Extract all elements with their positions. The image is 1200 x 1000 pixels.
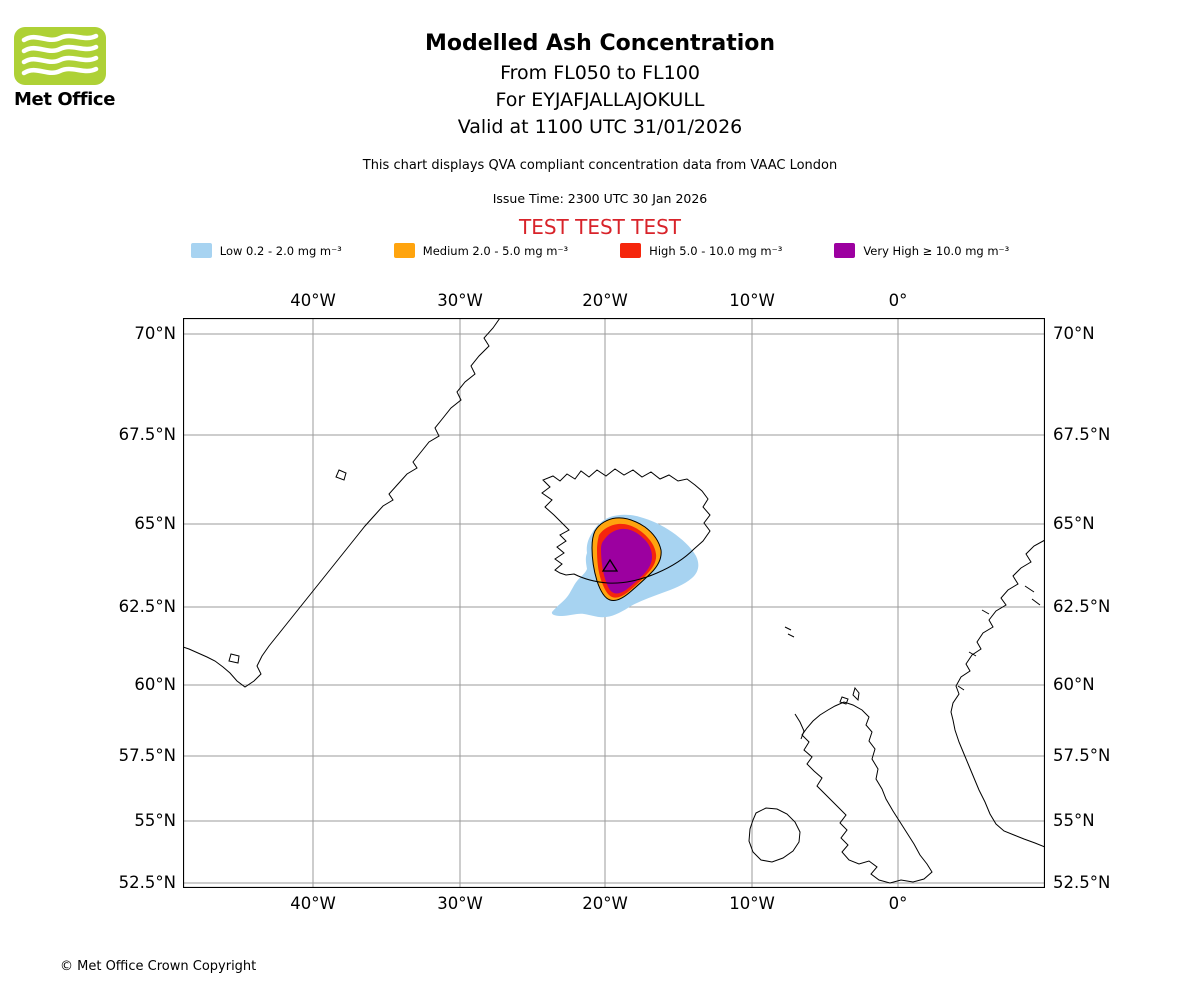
legend-item-high: High 5.0 - 10.0 mg m⁻³ (620, 243, 782, 258)
logo-brand-text: Met Office (14, 89, 116, 110)
ash-contour-veryhigh (601, 528, 652, 594)
met-office-logo (14, 27, 106, 85)
lat-label-left-57-5n: 57.5°N (118, 746, 176, 765)
lon-label-top-40w: 40°W (290, 291, 336, 310)
subtitle-valid-time: Valid at 1100 UTC 31/01/2026 (457, 116, 743, 138)
legend-label-low: Low 0.2 - 2.0 mg m⁻³ (219, 243, 342, 258)
qva-note: This chart displays QVA compliant concen… (362, 158, 838, 173)
lon-label-bottom-10w: 10°W (729, 894, 775, 913)
subtitle-volcano: For EYJAFJALLAJOKULL (495, 89, 705, 111)
coast-faroes (784, 626, 795, 638)
lon-label-bottom-0: 0° (888, 894, 908, 913)
legend-swatch-low (190, 243, 212, 258)
volcano-marker-icon (601, 558, 619, 572)
lon-label-bottom-30w: 30°W (437, 894, 483, 913)
coast-shetland (852, 686, 860, 702)
coast-norway (950, 539, 1046, 848)
lat-label-left-65n: 65°N (134, 514, 176, 533)
legend-item-veryhigh: Very High ≥ 10.0 mg m⁻³ (834, 243, 1009, 258)
lon-label-top-20w: 20°W (582, 291, 628, 310)
legend-label-high: High 5.0 - 10.0 mg m⁻³ (649, 243, 783, 258)
lat-label-right-70n: 70°N (1053, 324, 1095, 343)
lat-label-left-55n: 55°N (134, 811, 176, 830)
lon-label-top-30w: 30°W (437, 291, 483, 310)
lat-label-left-67-5n: 67.5°N (118, 425, 176, 444)
lat-label-right-60n: 60°N (1053, 675, 1095, 694)
map-area (182, 317, 1046, 889)
lat-label-right-62-5n: 62.5°N (1053, 597, 1111, 616)
lat-label-right-55n: 55°N (1053, 811, 1095, 830)
legend-swatch-veryhigh (834, 243, 856, 258)
coast-hebrides (794, 713, 805, 740)
coast-great-britain (801, 701, 933, 884)
legend: Low 0.2 - 2.0 mg m⁻³ Medium 2.0 - 5.0 mg… (0, 243, 1200, 258)
coast-orkney (839, 696, 849, 705)
lon-label-bottom-40w: 40°W (290, 894, 336, 913)
legend-swatch-medium (393, 243, 415, 258)
lat-label-left-62-5n: 62.5°N (118, 597, 176, 616)
legend-swatch-high (620, 243, 642, 258)
legend-item-low: Low 0.2 - 2.0 mg m⁻³ (190, 243, 342, 258)
coast-greenland (182, 317, 501, 688)
legend-item-medium: Medium 2.0 - 5.0 mg m⁻³ (393, 243, 569, 258)
logo-waves-icon (21, 33, 99, 76)
map-gridlines (183, 318, 1045, 888)
copyright-notice: © Met Office Crown Copyright (60, 959, 257, 974)
lat-label-left-70n: 70°N (134, 324, 176, 343)
lon-label-top-0: 0° (888, 291, 908, 310)
coastlines (182, 317, 1046, 884)
coast-greenland-island-2 (228, 653, 240, 664)
legend-label-medium: Medium 2.0 - 5.0 mg m⁻³ (422, 243, 569, 258)
test-banner: TEST TEST TEST (518, 215, 681, 239)
lon-label-bottom-20w: 20°W (582, 894, 628, 913)
legend-label-veryhigh: Very High ≥ 10.0 mg m⁻³ (863, 243, 1010, 258)
lat-label-right-67-5n: 67.5°N (1053, 425, 1111, 444)
coast-iceland (541, 468, 711, 584)
lat-label-right-65n: 65°N (1053, 514, 1095, 533)
lat-label-left-52-5n: 52.5°N (118, 873, 176, 892)
lat-label-right-52-5n: 52.5°N (1053, 873, 1111, 892)
lon-label-top-10w: 10°W (729, 291, 775, 310)
coast-ireland (748, 807, 801, 863)
lat-label-right-57-5n: 57.5°N (1053, 746, 1111, 765)
ash-plume (551, 514, 699, 618)
lat-label-left-60n: 60°N (134, 675, 176, 694)
map-canvas (182, 317, 1046, 889)
coast-greenland-island-1 (335, 469, 347, 481)
coast-norway-islands (957, 585, 1041, 691)
subtitle-flight-levels: From FL050 to FL100 (500, 62, 700, 84)
issue-time: Issue Time: 2300 UTC 30 Jan 2026 (492, 191, 708, 206)
map-border (182, 317, 1046, 889)
page-title: Modelled Ash Concentration (424, 31, 776, 56)
